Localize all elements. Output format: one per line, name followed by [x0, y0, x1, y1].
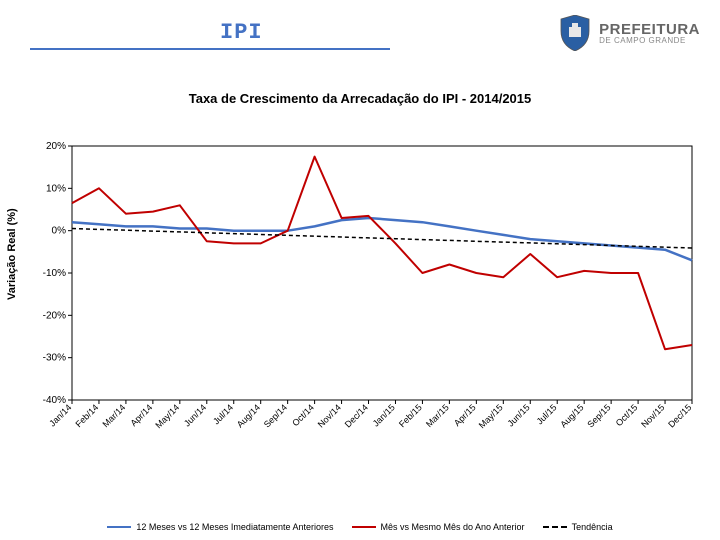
legend-item-12m: 12 Meses vs 12 Meses Imediatamente Anter… — [107, 522, 333, 532]
svg-text:Dec/14: Dec/14 — [343, 402, 370, 429]
svg-text:Sep/14: Sep/14 — [262, 402, 289, 429]
svg-text:May/14: May/14 — [153, 402, 181, 430]
svg-text:Oct/15: Oct/15 — [614, 402, 640, 428]
svg-text:Jan/15: Jan/15 — [371, 402, 397, 428]
svg-text:0%: 0% — [52, 226, 67, 237]
svg-text:-40%: -40% — [43, 395, 66, 406]
svg-text:Jul/15: Jul/15 — [535, 402, 559, 426]
legend-label-tend: Tendência — [572, 522, 613, 532]
svg-text:-10%: -10% — [43, 268, 66, 279]
shield-icon — [559, 15, 591, 51]
legend-item-tend: Tendência — [543, 522, 613, 532]
chart-title-wrap: Taxa de Crescimento da Arrecadação do IP… — [0, 90, 720, 108]
svg-text:-30%: -30% — [43, 353, 66, 364]
svg-text:Aug/15: Aug/15 — [558, 402, 585, 429]
legend-swatch-tend — [543, 526, 567, 528]
svg-text:20%: 20% — [46, 141, 66, 152]
svg-text:Feb/15: Feb/15 — [397, 402, 424, 429]
header: IPI PREFEITURA DE CAMPO GRANDE — [0, 0, 720, 70]
svg-text:May/15: May/15 — [477, 402, 505, 430]
svg-text:Apr/14: Apr/14 — [128, 402, 154, 428]
legend-swatch-mes — [352, 526, 376, 528]
legend-label-12m: 12 Meses vs 12 Meses Imediatamente Anter… — [136, 522, 333, 532]
svg-text:Feb/14: Feb/14 — [73, 402, 100, 429]
svg-text:Dec/15: Dec/15 — [666, 402, 693, 429]
legend-item-mes: Mês vs Mesmo Mês do Ano Anterior — [352, 522, 525, 532]
svg-text:10%: 10% — [46, 183, 66, 194]
page-title: IPI — [220, 20, 263, 45]
svg-text:Aug/14: Aug/14 — [235, 402, 262, 429]
svg-text:Jun/15: Jun/15 — [505, 402, 531, 428]
pref-big: PREFEITURA — [599, 22, 700, 37]
svg-text:Nov/15: Nov/15 — [639, 402, 666, 429]
svg-text:Nov/14: Nov/14 — [316, 402, 343, 429]
pref-small: DE CAMPO GRANDE — [599, 37, 700, 45]
prefecture-text: PREFEITURA DE CAMPO GRANDE — [599, 22, 700, 45]
chart-svg: 20%10%0%-10%-20%-30%-40%Jan/14Feb/14Mar/… — [30, 140, 700, 450]
svg-text:Oct/14: Oct/14 — [290, 402, 316, 428]
svg-text:Sep/15: Sep/15 — [585, 402, 612, 429]
legend-label-mes: Mês vs Mesmo Mês do Ano Anterior — [381, 522, 525, 532]
svg-text:-20%: -20% — [43, 310, 66, 321]
svg-text:Apr/15: Apr/15 — [452, 402, 478, 428]
chart-title: Taxa de Crescimento da Arrecadação do IP… — [189, 91, 532, 106]
svg-text:Jan/14: Jan/14 — [47, 402, 73, 428]
legend-swatch-12m — [107, 526, 131, 528]
svg-text:Jul/14: Jul/14 — [211, 402, 235, 426]
svg-text:Mar/15: Mar/15 — [424, 402, 451, 429]
y-axis-label: Variação Real (%) — [6, 208, 18, 300]
chart-area: 20%10%0%-10%-20%-30%-40%Jan/14Feb/14Mar/… — [30, 140, 700, 450]
svg-text:Mar/14: Mar/14 — [100, 402, 127, 429]
svg-text:Jun/14: Jun/14 — [182, 402, 208, 428]
legend: 12 Meses vs 12 Meses Imediatamente Anter… — [0, 522, 720, 532]
logo: PREFEITURA DE CAMPO GRANDE — [559, 15, 700, 51]
title-underline — [30, 48, 390, 50]
